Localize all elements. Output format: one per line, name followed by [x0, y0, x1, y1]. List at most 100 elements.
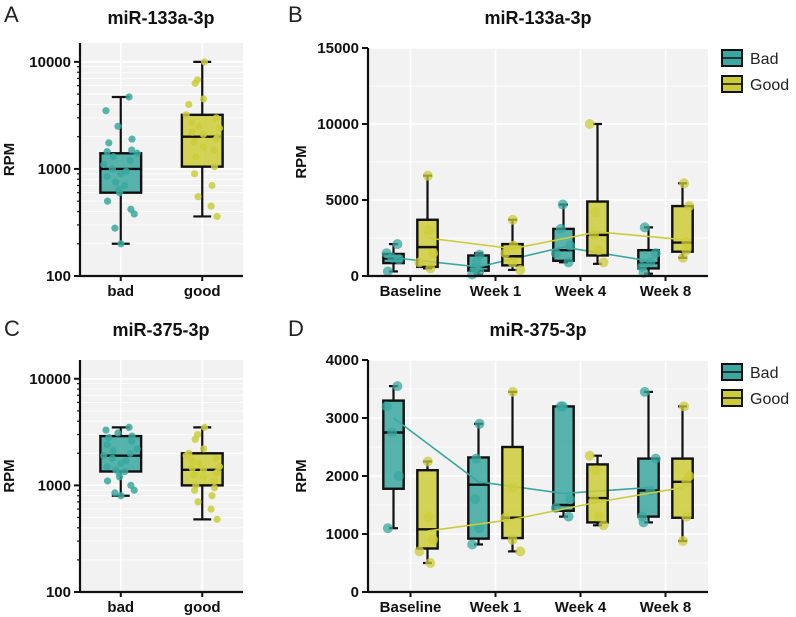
data-point — [207, 505, 215, 513]
data-point — [555, 223, 566, 234]
data-point — [210, 484, 219, 492]
y-tick-label: 5000 — [326, 192, 359, 209]
data-point — [199, 130, 207, 139]
x-tick-label: Week 8 — [640, 283, 691, 300]
data-point — [117, 170, 125, 178]
data-point — [199, 466, 207, 474]
x-axis: Baseline Week 1 Week 4 Week 8 — [380, 592, 691, 616]
data-point — [195, 122, 203, 130]
data-point — [126, 449, 134, 457]
data-point — [212, 454, 220, 462]
data-point — [638, 517, 649, 528]
x-tick-label: bad — [107, 599, 134, 616]
data-point — [111, 224, 119, 232]
data-point — [188, 119, 196, 127]
data-point — [381, 401, 392, 412]
legend-label-good: Good — [750, 391, 789, 408]
data-point — [194, 498, 202, 506]
y-tick-label: 1000 — [38, 477, 71, 494]
data-point — [589, 494, 600, 505]
x-axis: bad good — [107, 592, 221, 616]
data-point — [199, 95, 208, 103]
points-bad — [100, 423, 141, 500]
box-iqr — [586, 463, 609, 524]
data-point — [382, 523, 393, 534]
x-tick-label: bad — [107, 283, 134, 300]
data-point — [117, 240, 125, 248]
data-point — [103, 463, 111, 471]
x-tick-label: good — [184, 599, 221, 616]
box-good-0 — [416, 460, 439, 565]
data-point — [188, 464, 196, 472]
x-tick-label: Week 4 — [555, 599, 607, 616]
data-point — [584, 450, 595, 461]
data-point — [114, 122, 122, 130]
data-point — [182, 452, 190, 460]
series-good — [414, 119, 695, 275]
data-point — [108, 165, 116, 173]
data-point — [565, 240, 576, 251]
data-point — [100, 452, 108, 460]
panel-title: miR-375-3p — [489, 320, 586, 340]
data-point — [474, 249, 485, 260]
x-tick-label: Week 4 — [555, 283, 607, 300]
y-axis: 0 1000 2000 3000 4000 — [326, 352, 368, 601]
data-point — [213, 515, 221, 523]
data-point — [550, 248, 561, 259]
data-point — [109, 153, 117, 161]
x-tick-label: good — [184, 283, 221, 300]
data-point — [515, 546, 526, 557]
data-point — [190, 137, 198, 146]
data-point — [590, 465, 601, 476]
data-point — [557, 199, 568, 210]
data-point — [199, 143, 208, 151]
data-point — [191, 435, 199, 443]
data-point — [423, 511, 434, 522]
data-point — [130, 210, 138, 218]
data-point — [208, 181, 216, 190]
data-point — [414, 546, 425, 557]
data-point — [474, 523, 485, 534]
data-point — [598, 520, 609, 531]
y-tick-label: 4000 — [326, 352, 359, 369]
y-tick-label: 100 — [46, 584, 71, 601]
data-point — [188, 457, 196, 465]
data-point — [126, 156, 134, 165]
series-bad — [381, 199, 661, 280]
data-point — [681, 476, 692, 487]
x-tick-label: Baseline — [380, 283, 442, 300]
data-point — [422, 456, 433, 467]
data-point — [681, 245, 692, 256]
data-point — [210, 163, 219, 171]
y-axis: 100 1000 10000 — [29, 371, 80, 601]
data-point — [467, 539, 478, 550]
data-point — [128, 146, 136, 154]
data-point — [190, 471, 198, 479]
panel-letter: A — [4, 2, 19, 27]
data-point — [133, 445, 141, 453]
data-point — [470, 494, 481, 505]
x-tick-label: Week 1 — [470, 283, 521, 300]
data-point — [423, 225, 434, 236]
data-point — [125, 93, 133, 101]
data-point — [103, 148, 111, 156]
panel-title: miR-133a-3p — [107, 8, 214, 28]
x-axis: Baseline Week 1 Week 4 Week 8 — [380, 276, 691, 300]
data-point — [121, 181, 129, 190]
data-point — [500, 248, 511, 259]
data-point — [210, 477, 218, 485]
data-point — [414, 257, 425, 268]
data-point — [182, 111, 190, 119]
data-point — [115, 189, 124, 197]
panel-letter: B — [288, 2, 303, 27]
y-axis-label: RPM — [1, 143, 18, 176]
data-point — [185, 100, 193, 109]
data-point — [191, 170, 199, 178]
data-point — [679, 401, 690, 412]
data-point — [117, 492, 125, 500]
data-point — [195, 460, 203, 468]
data-point — [112, 178, 120, 186]
